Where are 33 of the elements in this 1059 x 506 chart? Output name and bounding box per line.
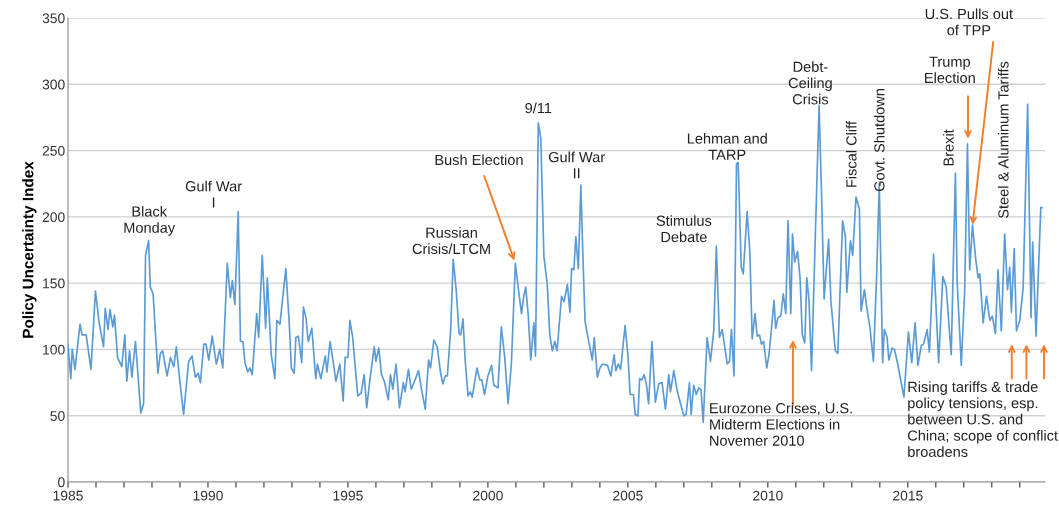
- annotation: Govt. Shutdown: [873, 89, 885, 192]
- annotation: Debt- Ceiling Crisis: [788, 61, 832, 105]
- y-tick-label: 200: [42, 212, 65, 223]
- annotation: Gulf War I: [185, 180, 242, 208]
- y-tick-label: 50: [50, 411, 65, 421]
- annotation: U.S. Pulls out of TPP: [925, 8, 1013, 36]
- y-tick-label: 150: [43, 278, 65, 289]
- annotation: Fiscal Cliff: [845, 121, 857, 187]
- annotation: Rising tariffs & trade policy tensions, esp. between U.S. and China; scope of conflict broadens: [907, 381, 1058, 457]
- x-tick-label: 2015: [893, 490, 923, 501]
- annotation: 9/11: [525, 102, 552, 114]
- x-tick-label: 1990: [193, 490, 223, 501]
- annotation: Stimulus Debate: [656, 215, 712, 243]
- y-tick-label: 300: [42, 79, 65, 90]
- x-tick-label: 1995: [333, 490, 363, 501]
- annotation: Russian Crisis/LTCM: [412, 227, 490, 255]
- annotation: Lehman and TARP: [687, 133, 767, 160]
- x-tick-label: 2000: [473, 490, 503, 501]
- annotation: Black Monday: [124, 205, 176, 236]
- annotation: Bush Election: [435, 154, 523, 166]
- y-tick-label: 0: [58, 477, 65, 488]
- annotation: Trump Election: [925, 56, 975, 84]
- annotation: Steel & Aluminum Tariffs: [997, 61, 1009, 219]
- x-tick-label: 2010: [753, 490, 783, 501]
- annotation: Brexit: [943, 129, 954, 166]
- y-tick-label: 250: [42, 145, 65, 156]
- annotation: Eurozone Crises, U.S. Midterm Elections in Novemer 2010: [710, 402, 852, 446]
- y-tick-label: 350: [42, 13, 65, 24]
- y-tick-label: 100: [43, 344, 65, 355]
- x-tick-label: 1985: [53, 490, 83, 501]
- annotation: Gulf War II: [548, 151, 605, 179]
- x-tick-label: 2005: [613, 490, 643, 501]
- y-axis-title: Policy Uncertainty Index: [22, 161, 37, 338]
